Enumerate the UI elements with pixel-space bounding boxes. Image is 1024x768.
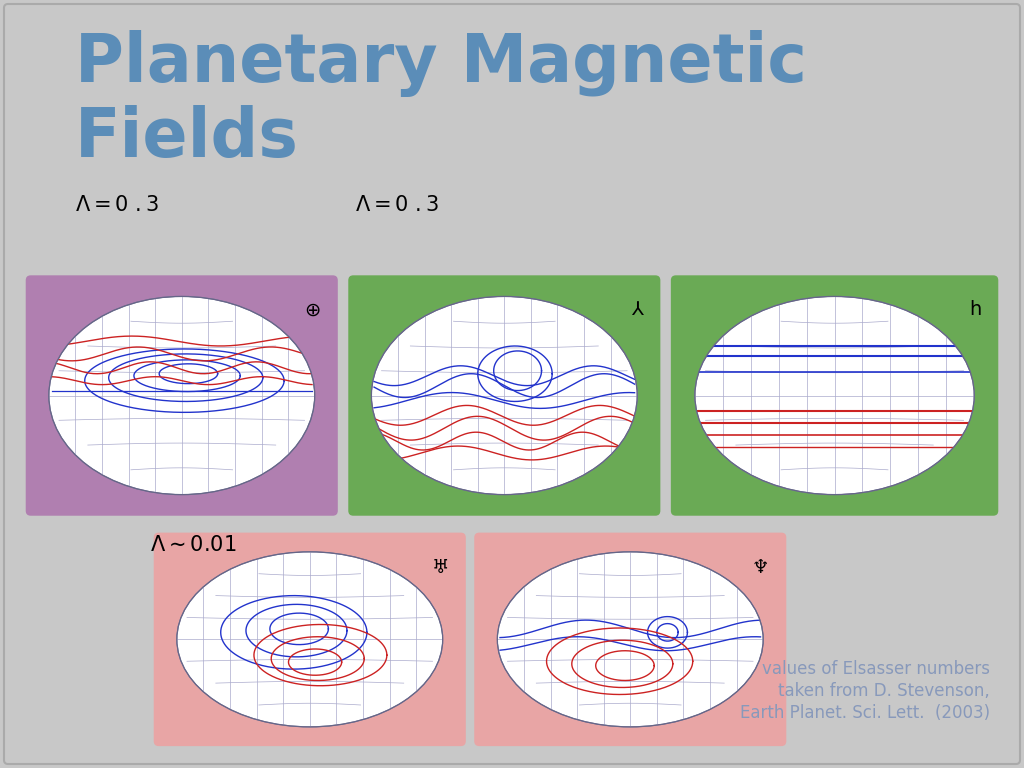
Text: ⅄: ⅄ [632, 300, 643, 319]
Text: Fields: Fields [75, 105, 299, 171]
Ellipse shape [695, 296, 974, 495]
Text: ♆: ♆ [752, 558, 769, 577]
FancyBboxPatch shape [474, 532, 786, 746]
Text: taken from D. Stevenson,: taken from D. Stevenson, [778, 682, 990, 700]
FancyBboxPatch shape [671, 275, 998, 516]
Ellipse shape [49, 296, 314, 495]
Text: ♅: ♅ [431, 558, 449, 577]
Text: ⊕: ⊕ [304, 300, 321, 319]
FancyBboxPatch shape [348, 275, 660, 516]
Ellipse shape [372, 296, 637, 495]
Text: h: h [969, 300, 981, 319]
Text: $\Lambda \sim 0.01$: $\Lambda \sim 0.01$ [150, 535, 237, 555]
Text: $\Lambda =0\ .3$: $\Lambda =0\ .3$ [355, 195, 439, 215]
Ellipse shape [498, 552, 763, 727]
Text: values of Elsasser numbers: values of Elsasser numbers [762, 660, 990, 678]
FancyBboxPatch shape [26, 275, 338, 516]
FancyBboxPatch shape [154, 532, 466, 746]
Text: Earth Planet. Sci. Lett.  (2003): Earth Planet. Sci. Lett. (2003) [740, 704, 990, 722]
FancyBboxPatch shape [4, 4, 1020, 764]
Text: $\Lambda =0\ .3$: $\Lambda =0\ .3$ [75, 195, 160, 215]
Text: Planetary Magnetic: Planetary Magnetic [75, 30, 807, 97]
Ellipse shape [177, 552, 442, 727]
